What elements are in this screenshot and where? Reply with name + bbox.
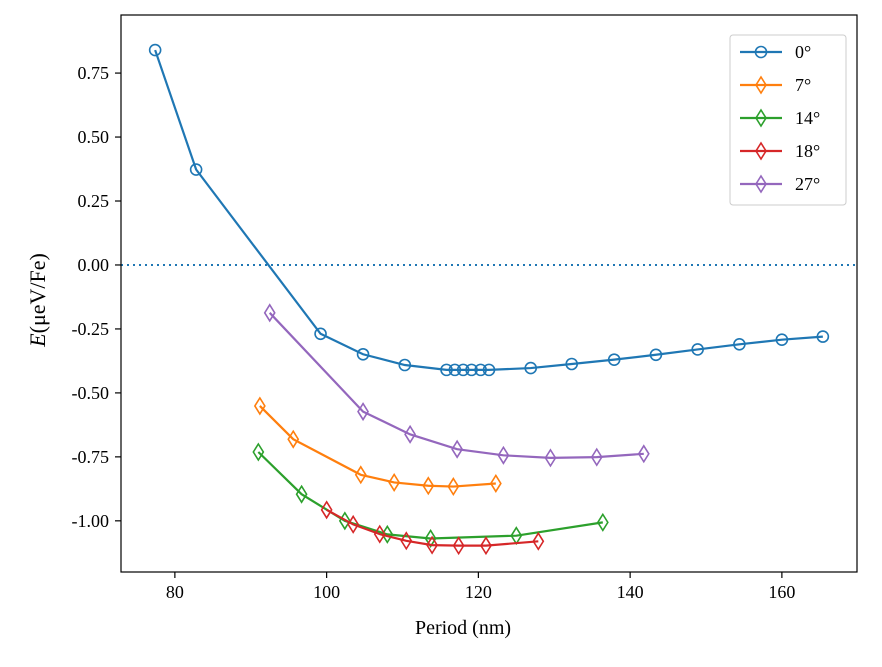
legend-entry: 0° [740, 42, 811, 62]
series-line [326, 508, 539, 547]
data-point [252, 442, 265, 462]
y-tick-label: 0.00 [78, 255, 110, 275]
data-point [565, 357, 579, 371]
data-point [474, 363, 487, 377]
series-line [257, 451, 603, 540]
data-point [320, 500, 333, 520]
x-tick-label: 120 [465, 582, 492, 602]
data-point [447, 477, 460, 497]
y-axis-label-unit: (μeV/Fe) [25, 253, 50, 333]
series-27deg [263, 303, 650, 468]
x-tick-label: 100 [313, 582, 340, 602]
legend-entry: 7° [740, 75, 811, 95]
legend-marker [755, 174, 767, 194]
legend-entry: 14° [740, 108, 820, 128]
data-point [544, 448, 557, 468]
data-point [480, 536, 492, 556]
data-point [733, 337, 746, 351]
data-point [532, 531, 545, 551]
legend-label: 14° [795, 108, 820, 128]
plot-area [121, 43, 857, 556]
data-point [347, 514, 360, 534]
x-tick-label: 160 [768, 582, 795, 602]
y-tick-label: -0.50 [72, 383, 110, 403]
data-point [451, 439, 464, 459]
y-tick-label: 0.50 [78, 127, 110, 147]
data-point [452, 536, 465, 556]
y-tick-label: -0.25 [72, 319, 110, 339]
data-point [482, 363, 496, 377]
legend: 0° 7° 14° 18° 27° [729, 34, 847, 206]
data-point [400, 531, 413, 551]
data-point [314, 327, 327, 341]
data-point [489, 473, 502, 493]
data-point [424, 528, 437, 548]
data-point [373, 524, 386, 544]
data-point [590, 447, 603, 467]
series-18deg [320, 500, 545, 556]
data-point [440, 363, 453, 377]
series-line [268, 312, 644, 459]
data-point [596, 512, 609, 532]
data-point [398, 358, 412, 372]
data-point [448, 363, 462, 377]
data-point [263, 303, 276, 323]
y-tick-label: 0.25 [78, 191, 110, 211]
legend-label: 7° [795, 75, 811, 95]
y-tick-label: 0.75 [78, 63, 110, 83]
legend-label: 18° [795, 141, 820, 161]
plot-frame [120, 14, 858, 573]
data-point [426, 535, 439, 555]
y-tick-label: -0.75 [72, 447, 110, 467]
legend-label: 0° [795, 42, 811, 62]
data-point [356, 347, 370, 361]
y-axis-label: E(μeV/Fe) [25, 253, 50, 348]
data-point [354, 465, 367, 485]
legend-box [729, 34, 847, 206]
legend-entry: 18° [740, 141, 820, 161]
data-point [637, 444, 650, 464]
legend-marker [755, 75, 767, 95]
y-axis-label-symbol: E [25, 333, 50, 348]
data-point [465, 363, 478, 377]
x-tick-label: 80 [166, 582, 184, 602]
legend-entry: 27° [740, 174, 820, 194]
x-tick-label: 140 [617, 582, 644, 602]
series-0deg [148, 43, 830, 377]
data-point [524, 361, 538, 375]
series-line [154, 49, 823, 371]
data-point [775, 333, 789, 346]
data-point [649, 348, 663, 362]
legend-marker [755, 108, 767, 128]
data-point [357, 402, 369, 422]
legend-label: 27° [795, 174, 820, 194]
data-point [388, 472, 401, 492]
legend-marker [755, 141, 767, 161]
data-point [691, 343, 704, 356]
data-point [253, 396, 266, 416]
x-axis: 80 100 120 140 160 [166, 572, 795, 602]
data-point [422, 476, 435, 496]
data-point [816, 330, 830, 343]
data-point [287, 429, 300, 449]
series-line [259, 405, 496, 488]
legend-marker [754, 45, 768, 59]
data-point [189, 163, 203, 176]
y-axis: 0.75 0.50 0.25 0.00 -0.25 -0.50 -0.75 -1.00 [72, 63, 121, 531]
data-point [607, 353, 621, 366]
data-point [456, 363, 470, 377]
data-point [295, 484, 308, 504]
y-tick-label: -1.00 [72, 511, 110, 531]
series-7deg [253, 396, 502, 497]
data-point [497, 445, 510, 465]
data-point [404, 424, 417, 444]
x-axis-label: Period (nm) [415, 617, 511, 639]
data-point [148, 43, 162, 57]
